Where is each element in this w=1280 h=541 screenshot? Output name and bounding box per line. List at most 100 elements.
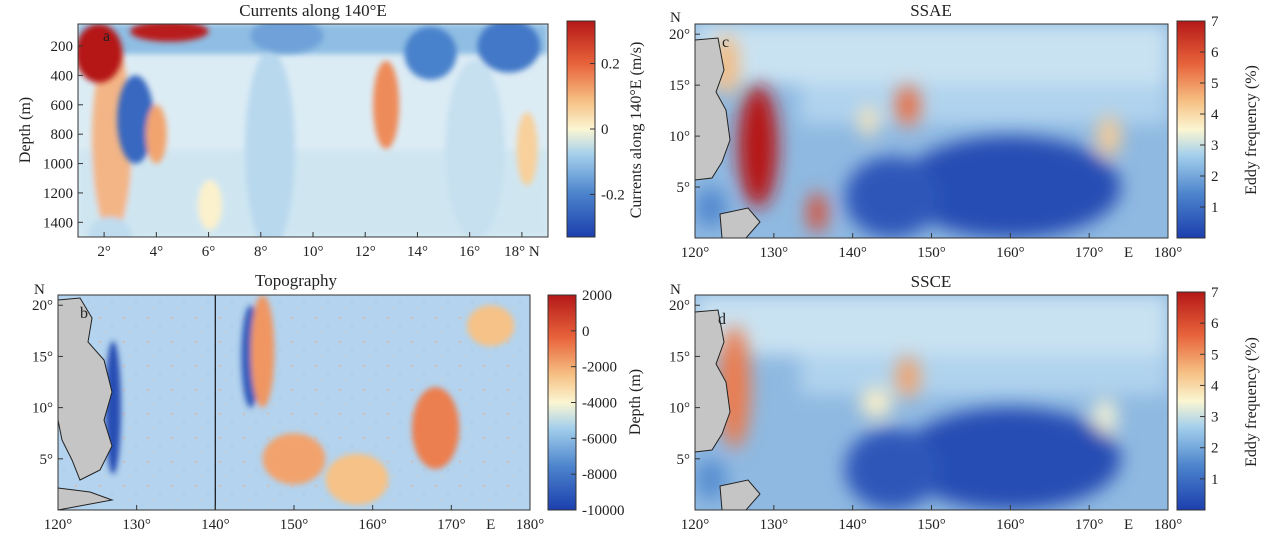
panel-b-x-tick-label: E [486, 517, 495, 533]
panel-a-y-tick-label: 800 [51, 127, 74, 143]
panel-c-colorbar-tick-label: 6 [1211, 45, 1219, 61]
panel-b-title: Topography [255, 271, 337, 290]
panel-c-colorbar [1176, 20, 1206, 239]
panel-a-x-tick-label: 2° [97, 244, 111, 260]
panel-a-feature-3 [145, 104, 167, 164]
panel-d-x-tick-label: 120° [681, 517, 710, 533]
panel-a-x-tick-label: 12° [355, 244, 376, 260]
panel-b-colorbar-ticks: 2000 0 -2000 -4000 -6000 -8000 -10000 [571, 288, 625, 519]
panel-c-colorbar-tick-label: 7 [1211, 14, 1219, 30]
panel-c-x-tick-label: 130° [760, 245, 789, 261]
panel-c-colorbar-tick-label: 5 [1211, 76, 1219, 92]
panel-c-colorbar-label: Eddy frequency (%) [1243, 65, 1260, 195]
panel-a-features [78, 24, 541, 186]
panel-a-title: Currents along 140°E [239, 1, 387, 20]
panel-d-mid-band [800, 355, 1168, 395]
panel-d-feature-5 [844, 428, 940, 510]
panel-b-x-axis: 120° 130° 140° 150° 160° 170° E 180° [44, 505, 545, 533]
panel-c-title: SSAE [910, 1, 952, 20]
panel-d-colorbar-tick-label: 6 [1211, 316, 1219, 332]
panel-a-colorbar-tick-label: 0 [601, 122, 609, 138]
panel-b-y-tick-label: 10° [32, 401, 53, 417]
panel-d-feature-4 [899, 407, 1121, 510]
panel-d-x-tick-label: 180° [1154, 517, 1183, 533]
panel-b-y-axis-letter: N [34, 282, 45, 298]
panel-b-x-tick-label: 160° [358, 517, 387, 533]
panel-d-colorbar-ticks: 7 6 5 4 3 2 1 [1200, 285, 1219, 488]
panel-d-colorbar [1176, 291, 1206, 511]
panel-b-colorbar-tick-label: 2000 [582, 288, 612, 304]
panel-b-y-tick-label: 20° [32, 298, 53, 314]
panel-c-x-tick-label: 150° [917, 245, 946, 261]
panel-a-y-tick-label: 600 [51, 98, 74, 114]
panel-d-x-tick-label: 130° [760, 517, 789, 533]
panel-b-x-tick-label: 140° [201, 517, 230, 533]
panel-b-landmass-south [58, 487, 114, 510]
panel-d-colorbar-tick-label: 2 [1211, 441, 1219, 457]
panel-d-x-tick-label: 140° [838, 517, 867, 533]
panel-a-mid-column [245, 50, 295, 237]
panel-a-y-tick-label: 1200 [43, 186, 73, 202]
panel-d-x-tick-label: 170° [1075, 517, 1104, 533]
panel-a-x-axis: 2° 4° 6° 8° 10° 12° 14° 16° 18° N [97, 232, 540, 260]
panel-d-landmass-philippines [695, 309, 731, 453]
panel-a-east-column [445, 60, 505, 237]
panel-a-y-tick-label: 1400 [43, 215, 73, 231]
panel-c-feature-8 [695, 187, 727, 228]
panel-c-feature-1 [807, 192, 827, 233]
panel-d-landmass-south [719, 479, 761, 510]
panel-b-colorbar-tick-label: 0 [582, 324, 590, 340]
panel-c-feature-0 [738, 85, 778, 208]
panel-d-y-tick-label: 10° [669, 401, 690, 417]
panel-a-feature-7 [477, 24, 541, 73]
panel-b-colorbar-tick-label: -6000 [582, 431, 617, 447]
panel-c-feature-3 [1097, 115, 1121, 157]
panel-b-y-axis: 20° 15° 10° 5° [32, 298, 63, 468]
panel-d-feature-3 [1093, 397, 1117, 439]
panel-a-x-tick-label: 14° [407, 244, 428, 260]
panel-b-x-tick-label: 180° [516, 517, 545, 533]
panel-d-y-tick-label: 20° [669, 298, 690, 314]
panel-a-feature-0 [78, 24, 123, 83]
panel-c-colorbar-tick-label: 4 [1211, 107, 1219, 123]
panel-d-colorbar-tick-label: 5 [1211, 347, 1219, 363]
panel-a-colorbar-tick-label: 0.2 [601, 57, 620, 73]
panel-a-bottom-patch [88, 217, 132, 237]
panel-a-x-tick-label: 10° [303, 244, 324, 260]
panel-b-colorbar-label: Depth (m) [627, 369, 644, 435]
panel-a-field [78, 24, 548, 237]
panel-a-colorbar-label: Currents along 140°E (m/s) [628, 42, 645, 219]
panel-a-colorbar-tick-label: -0.2 [601, 187, 625, 203]
panel-d-y-tick-label: 15° [669, 349, 690, 365]
panel-d-x-tick-label: 160° [996, 517, 1025, 533]
panel-b-colorbar-tick-label: -2000 [582, 360, 617, 376]
panel-c-field [695, 24, 1168, 238]
panel-a-y-tick-label: 1000 [43, 157, 73, 173]
panel-d-colorbar-tick-label: 7 [1211, 285, 1219, 301]
panel-a-y-tick-label: 200 [51, 39, 74, 55]
panel-letter-b: b [80, 305, 88, 322]
panel-c-x-tick-label: 160° [996, 245, 1025, 261]
panel-c-y-axis: 20° 15° 10° 5° [669, 27, 700, 196]
panel-c-y-tick-label: 5° [677, 180, 691, 196]
panel-d-feature-1 [896, 356, 920, 398]
panel-c-y-tick-label: 20° [669, 27, 690, 43]
panel-d-y-axis: 20° 15° 10° 5° [669, 298, 700, 468]
panel-d-colorbar-label: Eddy frequency (%) [1243, 337, 1260, 467]
panel-d-x-axis: 120° 130° 140° 150° 160° 170° E 180° [681, 505, 1183, 533]
panel-c-x-tick-label: 180° [1154, 245, 1183, 261]
panel-d-y-axis-letter: N [670, 282, 681, 298]
panel-a-colorbar-ticks: 0.2 0 -0.2 [590, 57, 625, 203]
panel-b-y-tick-label: 5° [40, 452, 54, 468]
panel-b-x-tick-label: 150° [280, 517, 309, 533]
panel-b-colorbar-tick-label: -8000 [582, 467, 617, 483]
panel-b-x-tick-label: 120° [44, 517, 73, 533]
panel-a-x-tick-label: 4° [150, 244, 164, 260]
panel-c-north-band [695, 24, 1168, 84]
panel-d: SSCE d 120° 130° 140° 150° 160° 170° E 180° 20°… [669, 272, 1260, 533]
panel-d-x-tick-label: 150° [917, 517, 946, 533]
panel-c-x-tick-label: 140° [838, 245, 867, 261]
panel-c-landmass-philippines [695, 37, 731, 181]
panel-a-feature-4 [373, 60, 400, 149]
